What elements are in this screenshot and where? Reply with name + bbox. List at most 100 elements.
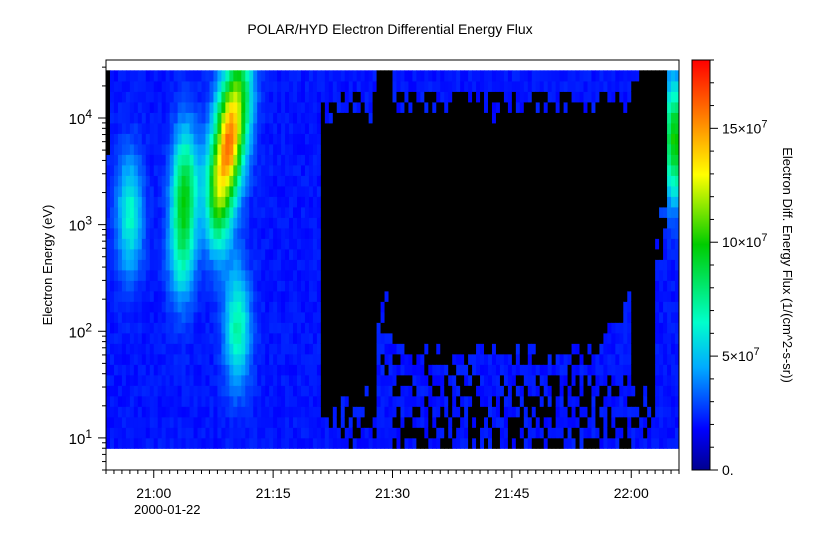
heatmap-cell [607, 248, 612, 260]
heatmap-cell [117, 164, 123, 176]
heatmap-cell [129, 133, 135, 145]
heatmap-cell [273, 311, 278, 323]
heatmap-cell [523, 416, 529, 428]
heatmap-cell [265, 343, 270, 355]
heatmap-cell [133, 154, 139, 166]
heatmap-cell [316, 70, 322, 82]
heatmap-cell [237, 259, 242, 271]
heatmap-cell [388, 353, 394, 365]
heatmap-cell [293, 343, 298, 355]
heatmap-cell [173, 143, 179, 155]
heatmap-cell [137, 217, 143, 229]
heatmap-cell [106, 175, 111, 187]
heatmap-cell [185, 406, 191, 418]
heatmap-cell [360, 311, 366, 323]
heatmap-cell [197, 322, 203, 334]
heatmap-cell [539, 301, 545, 313]
heatmap-cell [233, 353, 238, 365]
heatmap-cell [396, 280, 402, 292]
heatmap-cell [432, 133, 437, 145]
heatmap-cell [484, 185, 489, 197]
heatmap-cell [523, 322, 529, 334]
heatmap-cell [647, 322, 652, 334]
heatmap-cell [169, 70, 175, 82]
heatmap-cell [456, 332, 461, 344]
heatmap-cell [515, 133, 521, 145]
heatmap-cell [185, 133, 191, 145]
heatmap-cell [495, 269, 501, 281]
heatmap-cell [213, 70, 219, 82]
heatmap-cell [420, 385, 425, 397]
heatmap-cell [428, 227, 433, 239]
heatmap-cell [527, 311, 533, 323]
heatmap-cell [607, 112, 612, 124]
heatmap-cell [113, 364, 119, 376]
heatmap-cell [639, 322, 644, 334]
heatmap-cell [368, 374, 374, 386]
heatmap-cell [452, 133, 457, 145]
heatmap-cell [106, 395, 111, 407]
heatmap-cell [241, 353, 246, 365]
heatmap-cell [233, 217, 238, 229]
heatmap-cell [491, 301, 497, 313]
heatmap-cell [340, 238, 346, 250]
heatmap-cell [312, 238, 318, 250]
heatmap-cell [320, 364, 326, 376]
heatmap-cell [416, 322, 421, 334]
heatmap-cell [109, 227, 115, 239]
heatmap-cell [153, 206, 159, 218]
heatmap-cell [324, 133, 330, 145]
heatmap-cell [161, 364, 167, 376]
heatmap-cell [165, 227, 171, 239]
heatmap-cell [515, 227, 521, 239]
heatmap-cell [153, 217, 159, 229]
heatmap-cell [320, 133, 326, 145]
heatmap-cell [157, 280, 163, 292]
heatmap-cell [507, 143, 513, 155]
heatmap-cell [273, 164, 278, 176]
heatmap-cell [289, 385, 294, 397]
heatmap-cell [563, 122, 569, 134]
heatmap-cell [651, 395, 656, 407]
heatmap-cell [440, 185, 445, 197]
heatmap-cell [388, 406, 394, 418]
heatmap-cell [611, 322, 616, 334]
heatmap-cell [567, 238, 573, 250]
heatmap-cell [308, 101, 314, 113]
heatmap-cell [197, 122, 203, 134]
heatmap-cell [209, 395, 215, 407]
heatmap-cell [587, 206, 593, 218]
heatmap-cell [635, 374, 640, 386]
heatmap-cell [109, 280, 115, 292]
heatmap-cell [460, 364, 465, 376]
heatmap-cell [460, 248, 465, 260]
heatmap-cell [396, 259, 402, 271]
heatmap-cell [324, 101, 330, 113]
heatmap-cell [312, 322, 318, 334]
heatmap-cell [519, 259, 525, 271]
heatmap-cell [380, 91, 386, 103]
heatmap-cell [460, 206, 465, 218]
heatmap-cell [635, 385, 640, 397]
heatmap-cell [547, 238, 553, 250]
heatmap-cell [432, 70, 437, 82]
heatmap-cell [106, 248, 111, 260]
heatmap-cell [503, 154, 509, 166]
heatmap-cell [627, 217, 632, 229]
heatmap-cell [464, 227, 469, 239]
heatmap-cell [273, 238, 278, 250]
heatmap-cell [169, 175, 175, 187]
heatmap-cell [285, 227, 290, 239]
heatmap-cell [133, 301, 139, 313]
heatmap-cell [416, 259, 421, 271]
heatmap-cell [304, 206, 310, 218]
heatmap-cell [515, 217, 521, 229]
heatmap-cell [308, 311, 314, 323]
heatmap-cell [615, 217, 620, 229]
heatmap-cell [344, 122, 350, 134]
heatmap-cell [209, 427, 215, 439]
heatmap-cell [257, 290, 262, 302]
heatmap-cell [535, 154, 541, 166]
heatmap-cell [141, 70, 147, 82]
heatmap-cell [364, 364, 370, 376]
